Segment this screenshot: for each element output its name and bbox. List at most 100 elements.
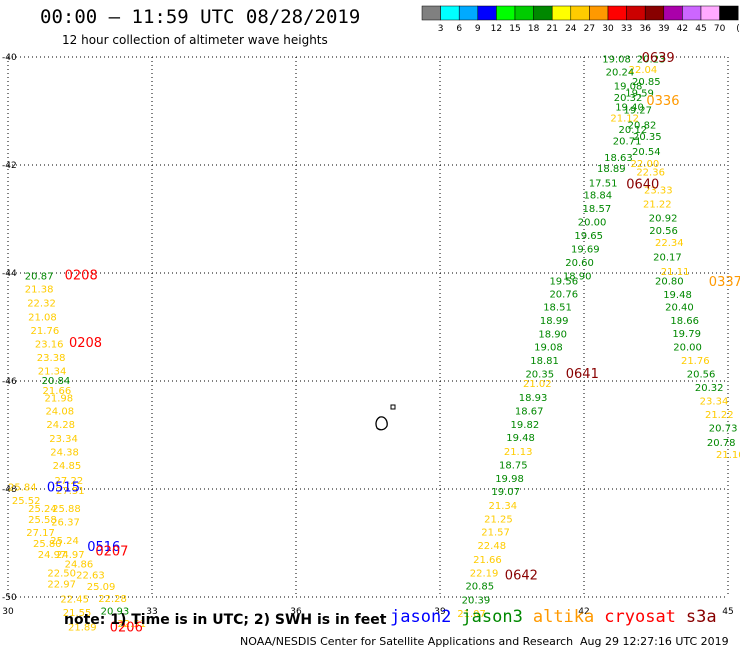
time-label: 0207 [95,545,128,560]
swh-value-label: 18.84 [584,191,613,202]
colorbar-tick-label: 39 [658,24,670,34]
swh-value-label: 21.66 [473,555,502,566]
x-tick-label: 36 [290,607,302,617]
swh-value-label: 20.00 [578,218,607,229]
colorbar-tick-label: 70 [714,24,726,34]
colorbar-swatch [663,5,683,21]
swh-value-label: 22.19 [470,569,499,580]
colorbar-tick-label: 30 [602,24,614,34]
swh-value-label: 20.78 [707,438,736,449]
time-label: 0208 [69,336,102,351]
swh-value-label: 21.22 [705,410,734,421]
swh-value-label: 25.24 [28,504,57,515]
swh-value-label: 24.28 [46,420,75,431]
chart-title: 00:00 – 11:59 UTC 08/28/2019 [40,6,361,28]
swh-value-label: 27.22 [55,476,84,487]
colorbar-swatch [458,5,479,21]
x-tick-label: 33 [146,607,157,617]
swh-value-label: 20.60 [565,258,594,269]
swh-value-label: 24.38 [50,448,79,459]
chart-subtitle: 12 hour collection of altimeter wave hei… [62,33,328,47]
swh-value-label: 18.99 [540,316,569,327]
swh-value-label: 18.93 [519,393,548,404]
swh-value-label: 18.67 [515,407,544,418]
swh-value-label: 21.13 [504,447,533,458]
swh-value-label: 21.34 [488,501,517,512]
swh-value-label: 23.34 [49,434,78,445]
swh-value-label: 20.85 [465,582,494,593]
swh-value-label: 20.32 [614,93,643,104]
colorbar-swatch [570,5,590,21]
swh-value-label: 21.11 [661,267,690,278]
swh-value-label: 19.69 [571,245,600,256]
swh-value-label: 21.76 [31,326,60,337]
swh-value-label: 24.97 [56,550,85,561]
axis-tick-labels: 30 33 36 39 42 45 -40 -42 -44 -46 -48 -50 [2,53,734,617]
colorbar-tick-label: 3 [438,24,444,34]
swh-value-label: 20.80 [655,277,684,288]
swh-value-label: 25.84 [8,482,37,493]
y-tick-label: -48 [2,485,17,495]
swh-value-label: 22.97 [47,580,76,591]
legend-entry: s3a [685,607,717,627]
swh-value-label: 24.86 [65,560,94,571]
x-tick-label: 45 [722,607,733,617]
data-points: 19.08 20.2322.0420.2420.8519.0819.5920.32… [8,55,740,634]
swh-value-label: 21.08 [28,313,57,324]
swh-value-label: 20.54 [632,147,661,158]
y-tick-label: -42 [2,161,17,171]
swh-value-label: 22.34 [655,238,684,249]
colorbar-swatch [533,5,553,21]
swh-value-label: 23.33 [644,185,673,196]
swh-value-label: 21.66 [43,386,72,397]
swh-value-label: 20.87 [25,272,54,283]
swh-value-label: 19.08 [614,82,643,93]
time-label: 0639 [642,51,675,66]
swh-value-label: 26.37 [51,517,80,528]
swh-value-label: 20.56 [649,226,678,237]
swh-value-label: 23.38 [37,353,66,364]
swh-value-label: 20.85 [632,77,661,88]
swh-value-label: 20.39 [462,596,491,607]
swh-value-label: 19.08 [534,342,563,353]
swh-value-label: 20.76 [549,290,578,301]
colorbar-tick-label: 18 [528,24,540,34]
swh-value-label: 21.76 [681,356,710,367]
footer-credit: NOAA/NESDIS Center for Satellite Applica… [240,635,574,648]
swh-value-label: 20.84 [42,376,71,387]
swh-value-label: 21.57 [481,528,510,539]
swh-value-label: 19.65 [574,231,603,242]
time-label: 0206 [110,621,143,636]
swh-value-label: 22.36 [636,167,665,178]
swh-value-label: 21.22 [643,199,672,210]
colorbar-swatch [700,5,720,21]
swh-value-label: 21.34 [38,367,67,378]
swh-value-label: 19.07 [491,487,520,498]
colorbar-tick-label: 15 [509,24,520,34]
swh-value-label: 20.35 [525,369,554,380]
swh-value-label: 21.89 [68,623,97,634]
colorbar-swatch [719,5,739,21]
swh-value-label: 22.51 [117,619,146,630]
swh-value-label: 19.79 [672,329,701,340]
swh-value-label: 22.50 [47,569,76,580]
swh-value-label: 21.25 [484,515,513,526]
island-outline [375,404,396,431]
swh-value-label: 20.71 [613,137,642,148]
swh-value-label: 21.10 [716,450,740,461]
swh-value-label: 18.75 [499,461,528,472]
swh-value-label: 23.34 [700,396,729,407]
colorbar-swatch [607,5,627,21]
satellite-legend: jason2 jason3 altika cryosat s3a [390,607,717,627]
colorbar-swatch [626,5,646,21]
colorbar-tick-label: 21 [546,24,557,34]
swh-value-label: 20.24 [606,68,635,79]
swh-value-label: 19.56 [549,277,578,288]
swh-value-label: 19.82 [511,420,540,431]
swh-value-label: 24.85 [53,461,82,472]
time-label: 0515 [47,480,80,495]
swh-value-label: 19.27 [623,105,652,116]
